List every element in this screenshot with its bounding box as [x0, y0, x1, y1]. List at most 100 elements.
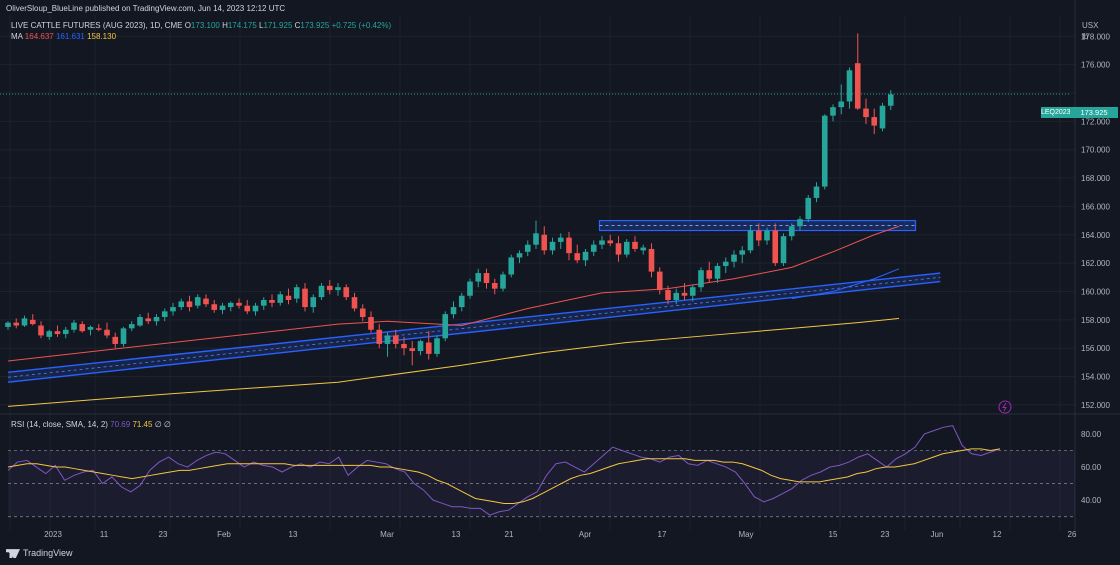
candle-body: [384, 335, 391, 344]
candle-body: [640, 247, 647, 251]
time-tick-label: 23: [159, 530, 168, 539]
candle: [821, 114, 828, 190]
candle-body: [318, 285, 325, 298]
price-tick-label: 178.000: [1081, 32, 1110, 41]
unit-label: lb: [1082, 32, 1089, 41]
candle: [541, 226, 548, 255]
price-tick-label: 158.000: [1081, 316, 1110, 325]
price-tick-label: 166.000: [1081, 202, 1110, 211]
rsi-null-2: ∅: [163, 420, 171, 429]
candle-body: [483, 273, 490, 283]
candle: [269, 294, 275, 308]
tradingview-logo[interactable]: TradingView: [6, 548, 73, 559]
time-tick-label: 2023: [44, 530, 62, 539]
candle: [574, 244, 581, 264]
candle-body: [458, 295, 465, 308]
candle-body: [409, 348, 416, 352]
legend-high: 174.175: [227, 21, 257, 30]
candle-body: [359, 308, 366, 318]
candle-body: [120, 328, 127, 344]
candle-body: [203, 298, 209, 305]
candle-body: [244, 305, 251, 312]
candle-body: [161, 311, 168, 318]
candle-body: [508, 257, 515, 275]
candle: [879, 102, 886, 132]
candle-body: [500, 274, 506, 289]
candle-body: [236, 302, 242, 306]
candle-body: [623, 241, 630, 255]
candle-body: [170, 307, 176, 312]
price-tick-label: 160.000: [1081, 287, 1110, 296]
candle-body: [376, 329, 383, 344]
time-axis: 2023 11 23 Feb 13 Mar 13 21 Apr 17 May 15 23 Jun 12 26: [44, 400, 1077, 539]
candle: [516, 250, 523, 264]
candle-body: [252, 305, 259, 312]
candle: [351, 292, 358, 312]
ma1-value: 164.637: [24, 32, 54, 41]
candle-body: [797, 219, 803, 227]
candle-body: [475, 273, 482, 282]
candle-body: [648, 248, 655, 272]
time-tick-label: 17: [658, 530, 667, 539]
candle-body: [698, 270, 704, 288]
candle-body: [392, 335, 399, 344]
candle: [137, 314, 143, 327]
candle-body: [846, 70, 853, 102]
candle: [227, 301, 234, 312]
candle: [417, 339, 424, 356]
rsi-tick-label: 40.00: [1081, 496, 1102, 505]
chart-canvas[interactable]: 152.000 154.000 156.000 158.000 160.000 162.0…: [0, 0, 1120, 542]
candle: [211, 299, 218, 313]
legend-change: +0.725 (+0.42%): [331, 21, 392, 30]
price-tick-label: 176.000: [1081, 61, 1110, 70]
candle-body: [54, 331, 61, 335]
legend-low: 171.925: [263, 21, 293, 30]
candle-body: [566, 237, 572, 254]
time-tick-label: Mar: [380, 530, 394, 539]
candle: [731, 250, 737, 268]
candle: [442, 311, 449, 342]
channel-mid-line: [7, 276, 941, 378]
price-tick-label: 162.000: [1081, 259, 1110, 268]
candle-body: [285, 295, 292, 300]
candle-body: [557, 237, 564, 242]
candle-body: [87, 326, 94, 330]
candle: [244, 299, 251, 315]
moving-averages: [7, 225, 900, 407]
candle-body: [269, 299, 275, 303]
candle: [813, 182, 820, 203]
candle: [623, 239, 630, 258]
candle-body: [434, 338, 440, 354]
candle-body: [747, 230, 754, 251]
candle: [722, 257, 729, 274]
moving-average-line: [791, 268, 900, 300]
candle: [326, 280, 333, 295]
candle-body: [401, 343, 407, 349]
candle-body: [491, 282, 498, 289]
rsi-null-1: ∅: [154, 420, 162, 429]
candle-body: [607, 240, 614, 244]
candle-body: [582, 251, 589, 261]
candle: [401, 336, 407, 356]
candle-body: [104, 329, 110, 336]
candle: [46, 329, 53, 340]
candle-body: [293, 287, 300, 299]
ma3-value: 158.130: [87, 32, 117, 41]
candle: [203, 294, 209, 308]
candle-body: [29, 319, 36, 325]
grid: [0, 0, 1120, 530]
candle: [854, 33, 861, 110]
candle: [607, 234, 614, 247]
candle: [145, 312, 152, 325]
footer: [0, 542, 1120, 565]
candle-body: [615, 243, 622, 255]
candle: [673, 288, 680, 305]
time-tick-label: 12: [993, 530, 1002, 539]
candle-body: [854, 63, 861, 109]
candle: [500, 271, 506, 292]
candle-body: [219, 305, 226, 310]
candle: [95, 324, 102, 332]
candle-body: [368, 317, 374, 330]
candle: [434, 335, 440, 357]
